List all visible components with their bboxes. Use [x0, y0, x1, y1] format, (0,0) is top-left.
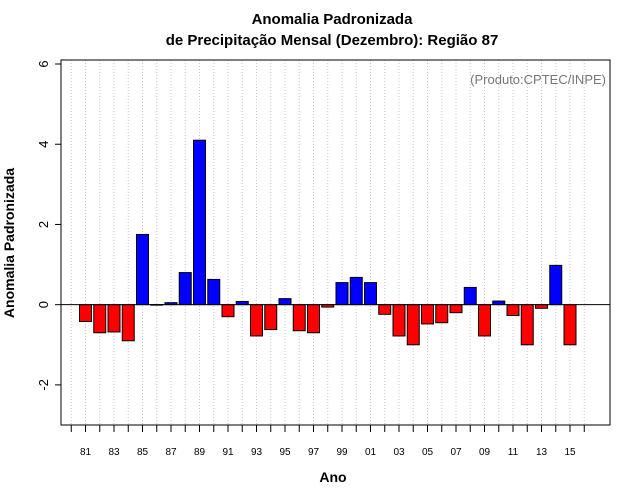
source-annotation: (Produto:CPTEC/INPE): [470, 72, 606, 87]
bar-1985: [136, 233, 149, 306]
bar-2005: [421, 304, 434, 325]
bar-2003: [392, 304, 406, 337]
x-tick-label: 09: [479, 447, 491, 458]
vertical-grid: [70, 60, 585, 425]
x-tick-label: 07: [450, 447, 462, 458]
y-tick-label: -2: [36, 379, 51, 391]
y-axis-title: Anomalia Padronizada: [1, 168, 17, 318]
bar-2006: [435, 304, 449, 324]
bar-series: [79, 139, 577, 346]
y-tick-label: 0: [36, 301, 51, 308]
y-tick-label: 2: [36, 221, 51, 228]
bar-2013: [535, 304, 548, 309]
x-tick-label: 89: [194, 447, 206, 458]
bar-1994: [264, 304, 278, 331]
bar-2015: [563, 304, 577, 346]
y-tick-label: 6: [36, 60, 51, 67]
y-tick-label: 4: [36, 141, 51, 148]
bar-1981: [79, 304, 92, 323]
bar-1997: [307, 304, 320, 334]
x-tick-label: 95: [279, 447, 291, 458]
x-tick-label: 81: [80, 447, 92, 458]
bar-2004: [406, 304, 420, 346]
bar-1983: [107, 304, 121, 333]
bar-2002: [378, 304, 392, 315]
bar-2014: [549, 264, 563, 306]
x-tick-label: 01: [365, 447, 377, 458]
bar-2008: [463, 286, 477, 306]
x-axis: 81 83 85 87 89 91 93 95 97 99 01 03 05 07 09 11 13 15: [70, 425, 585, 458]
x-tick-label: 83: [108, 447, 120, 458]
bar-2000: [349, 276, 363, 306]
bar-1990: [207, 278, 221, 306]
x-tick-label: 91: [222, 447, 234, 458]
chart-title-line-2: de Precipitação Mensal (Dezembro): Regiã…: [166, 32, 499, 49]
bar-2010: [492, 300, 506, 306]
bar-2007: [449, 304, 463, 314]
bar-1995: [278, 298, 292, 306]
bar-1993: [250, 304, 263, 337]
bar-2012: [520, 304, 534, 346]
bar-1982: [93, 304, 107, 334]
x-axis-title: Ano: [319, 469, 346, 485]
bar-1984: [121, 304, 135, 342]
bar-1996: [292, 304, 306, 332]
x-tick-label: 93: [251, 447, 263, 458]
y-axis: -2 0 2 4 6: [36, 60, 61, 391]
bar-2009: [478, 304, 491, 337]
bar-2001: [364, 282, 377, 306]
bar-1989: [193, 139, 206, 306]
x-tick-label: 97: [308, 447, 320, 458]
x-tick-label: 85: [137, 447, 149, 458]
x-tick-label: 11: [508, 447, 519, 458]
x-tick-label: 15: [564, 447, 576, 458]
chart-title-line-1: Anomalia Padronizada: [252, 11, 414, 28]
x-tick-label: 13: [536, 447, 548, 458]
bar-1991: [221, 304, 235, 318]
x-tick-label: 99: [336, 447, 348, 458]
bar-1999: [335, 282, 349, 306]
x-tick-label: 05: [422, 447, 434, 458]
x-tick-label: 03: [393, 447, 405, 458]
x-tick-label: 87: [165, 447, 177, 458]
plot-frame: [60, 59, 611, 426]
bar-1988: [178, 272, 192, 306]
bar-2011: [506, 304, 520, 316]
